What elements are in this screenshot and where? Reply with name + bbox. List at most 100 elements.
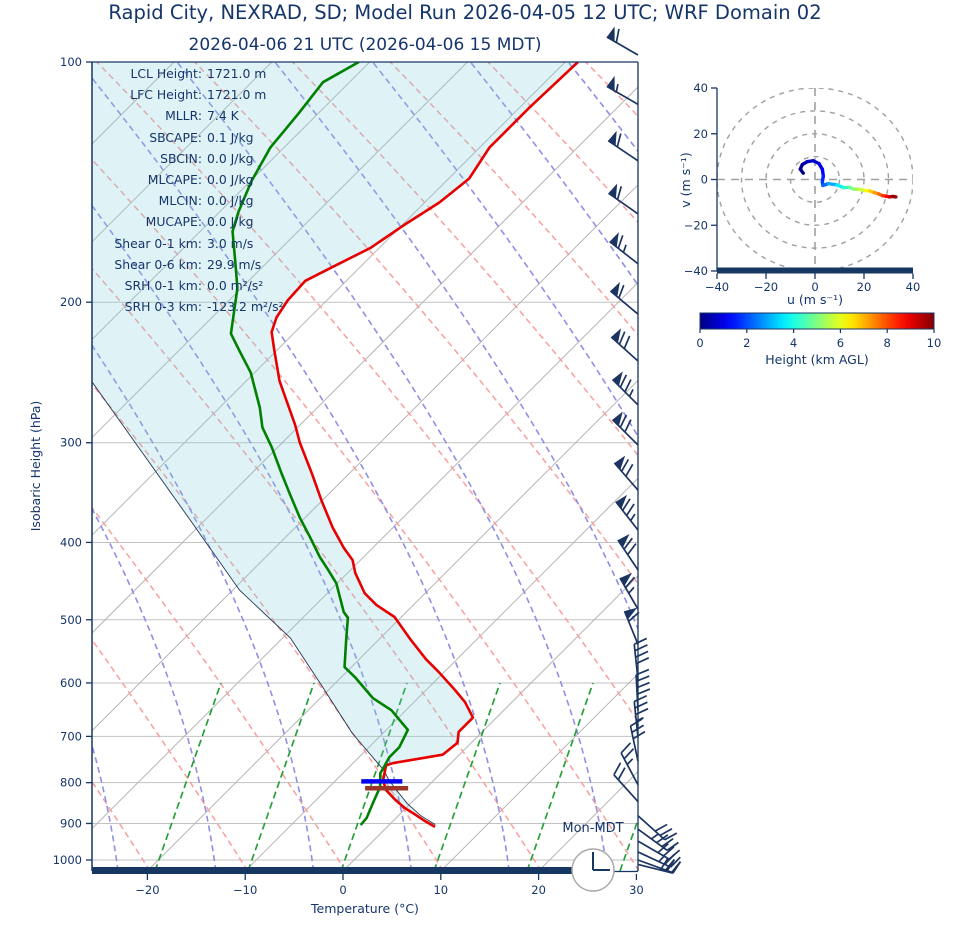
- hodograph-v-tick-label: −40: [684, 264, 708, 278]
- isotherm-line: [92, 62, 566, 536]
- stat-row: LCL Height: 1721.0 m: [60, 63, 284, 84]
- colorbar-gradient: [699, 312, 935, 330]
- mixing-ratio-line: [713, 683, 779, 871]
- hodograph-v-tick-label: 0: [701, 173, 708, 187]
- wind-barb: [619, 572, 639, 610]
- stat-row: MLCAPE: 0.0 J/kg: [60, 169, 284, 190]
- wind-barb: [608, 183, 639, 215]
- isotherm-line: [92, 184, 638, 732]
- stat-value: 0.0 J/kg: [207, 193, 254, 209]
- colorbar-tick-label: 4: [790, 336, 797, 350]
- subtitle-datetime: 2026-04-06 21 UTC (2026-04-06 15 MDT): [188, 35, 542, 55]
- colorbar-tick-label: 6: [837, 336, 844, 350]
- stat-row: SRH 0-1 km: 0.0 m²/s²: [60, 275, 284, 296]
- stat-row: SRH 0-3 km: -123.2 m²/s²: [60, 296, 284, 317]
- stat-value: 0.0 J/kg: [207, 214, 254, 230]
- mixing-ratio-line: [154, 682, 222, 871]
- moist-adiabat-line: [92, 76, 510, 871]
- pressure-tick-label: 900: [60, 816, 82, 830]
- wind-barb: [637, 815, 678, 841]
- moist-adiabat-line: [176, 62, 608, 871]
- stat-label: SRH 0-3 km:: [124, 299, 202, 315]
- stat-label: LFC Height:: [130, 87, 202, 103]
- isotherm-line: [342, 575, 638, 871]
- parcel-path-line: [92, 382, 436, 826]
- hodograph-xlabel: u (m s⁻¹): [787, 292, 843, 307]
- clock-icon: [571, 848, 615, 892]
- wind-barb: [613, 762, 639, 803]
- stat-label: Shear 0-1 km:: [114, 235, 202, 251]
- dry-adiabat-line: [96, 62, 638, 723]
- isotherm-line: [147, 379, 638, 871]
- pressure-tick-label: 500: [60, 613, 82, 627]
- wind-barb: [606, 26, 639, 56]
- wind-barb: [609, 232, 639, 265]
- colorbar-tick-label: 8: [884, 336, 891, 350]
- stat-row: Shear 0-6 km: 29.9 m/s: [60, 254, 284, 275]
- isotherm-line: [92, 62, 468, 439]
- dry-adiabat-line: [92, 158, 638, 871]
- height-colorbar: 0 2 4 6 8 10: [696, 312, 942, 350]
- stat-value: 1721.0 m: [207, 87, 267, 103]
- wind-barb: [611, 371, 639, 406]
- wind-barb: [637, 851, 681, 868]
- wind-barb: [611, 411, 639, 446]
- mixing-ratio-line: [433, 682, 501, 871]
- wind-barb: [633, 694, 649, 738]
- hodograph-ylabel: v (m s⁻¹): [678, 152, 693, 207]
- skewt-axes: 100 200 300 400 500 600 700 800 900 1000 −20 −10 0 10…: [53, 55, 644, 897]
- pressure-tick-label: 300: [60, 436, 82, 450]
- stat-row: SBCIN: 0.0 J/kg: [60, 148, 284, 169]
- wind-barb-column: [606, 26, 682, 875]
- stat-row: LFC Height: 1721.0 m: [60, 84, 284, 105]
- dry-adiabat-line: [92, 383, 445, 871]
- wind-barb: [609, 282, 639, 315]
- wind-barb: [637, 828, 679, 852]
- stat-label: Shear 0-6 km:: [114, 256, 202, 272]
- isotherm-line: [92, 62, 273, 243]
- pressure-tick-label: 200: [60, 295, 82, 309]
- stat-label: MLLR:: [165, 108, 202, 124]
- stat-value: 0.0 m²/s²: [207, 278, 264, 294]
- stat-value: 1721.0 m: [207, 66, 267, 81]
- moist-adiabat-line: [666, 62, 961, 871]
- hodograph-v-tick-label: 40: [693, 81, 708, 95]
- sounding-stats-panel: LCL Height: 1721.0 m LFC Height: 1721.0 m ML…: [60, 63, 284, 317]
- dry-adiabat-line: [487, 62, 638, 224]
- stat-row: Shear 0-1 km: 3.0 m/s: [60, 233, 284, 254]
- mixing-ratio-line: [806, 683, 872, 871]
- stat-row: SBCAPE: 0.1 J/kg: [60, 127, 284, 148]
- sounding-curves: [92, 62, 579, 829]
- mixing-ratio-line: [619, 817, 638, 871]
- wind-barb: [607, 130, 639, 162]
- pressure-tick-label: 400: [60, 535, 82, 549]
- dry-adiabat-line: [389, 62, 638, 337]
- isotherm-line: [92, 86, 638, 634]
- colorbar-tick-label: 10: [927, 336, 942, 350]
- wind-barb: [610, 328, 639, 362]
- temperature-tick-label: 20: [531, 883, 546, 897]
- colorbar-tick-label: 2: [743, 336, 750, 350]
- stat-label: MUCAPE:: [145, 214, 202, 230]
- stat-value: 7.4 K: [207, 108, 239, 124]
- isotherm-line: [244, 477, 638, 871]
- mixing-ratio-line: [526, 682, 594, 871]
- mixing-ratio-line: [899, 683, 961, 871]
- wind-barb: [617, 534, 639, 571]
- dry-adiabat-line: [92, 506, 347, 871]
- isotherm-line: [92, 281, 638, 830]
- wind-barb: [613, 455, 639, 491]
- stat-label: SBCIN:: [160, 150, 202, 166]
- skewt-background-grid: [92, 62, 961, 871]
- wind-barb: [615, 494, 639, 531]
- mixing-ratio-line: [247, 682, 315, 871]
- stat-value: 0.1 J/kg: [207, 129, 254, 145]
- isotherm-line: [92, 62, 370, 341]
- hodograph-v-tick-label: −20: [684, 218, 708, 232]
- cin-shading: [92, 62, 578, 827]
- hodograph-u-tick-label: 40: [906, 280, 921, 294]
- pressure-tick-label: 1000: [53, 853, 82, 867]
- pressure-tick-label: 100: [60, 55, 82, 69]
